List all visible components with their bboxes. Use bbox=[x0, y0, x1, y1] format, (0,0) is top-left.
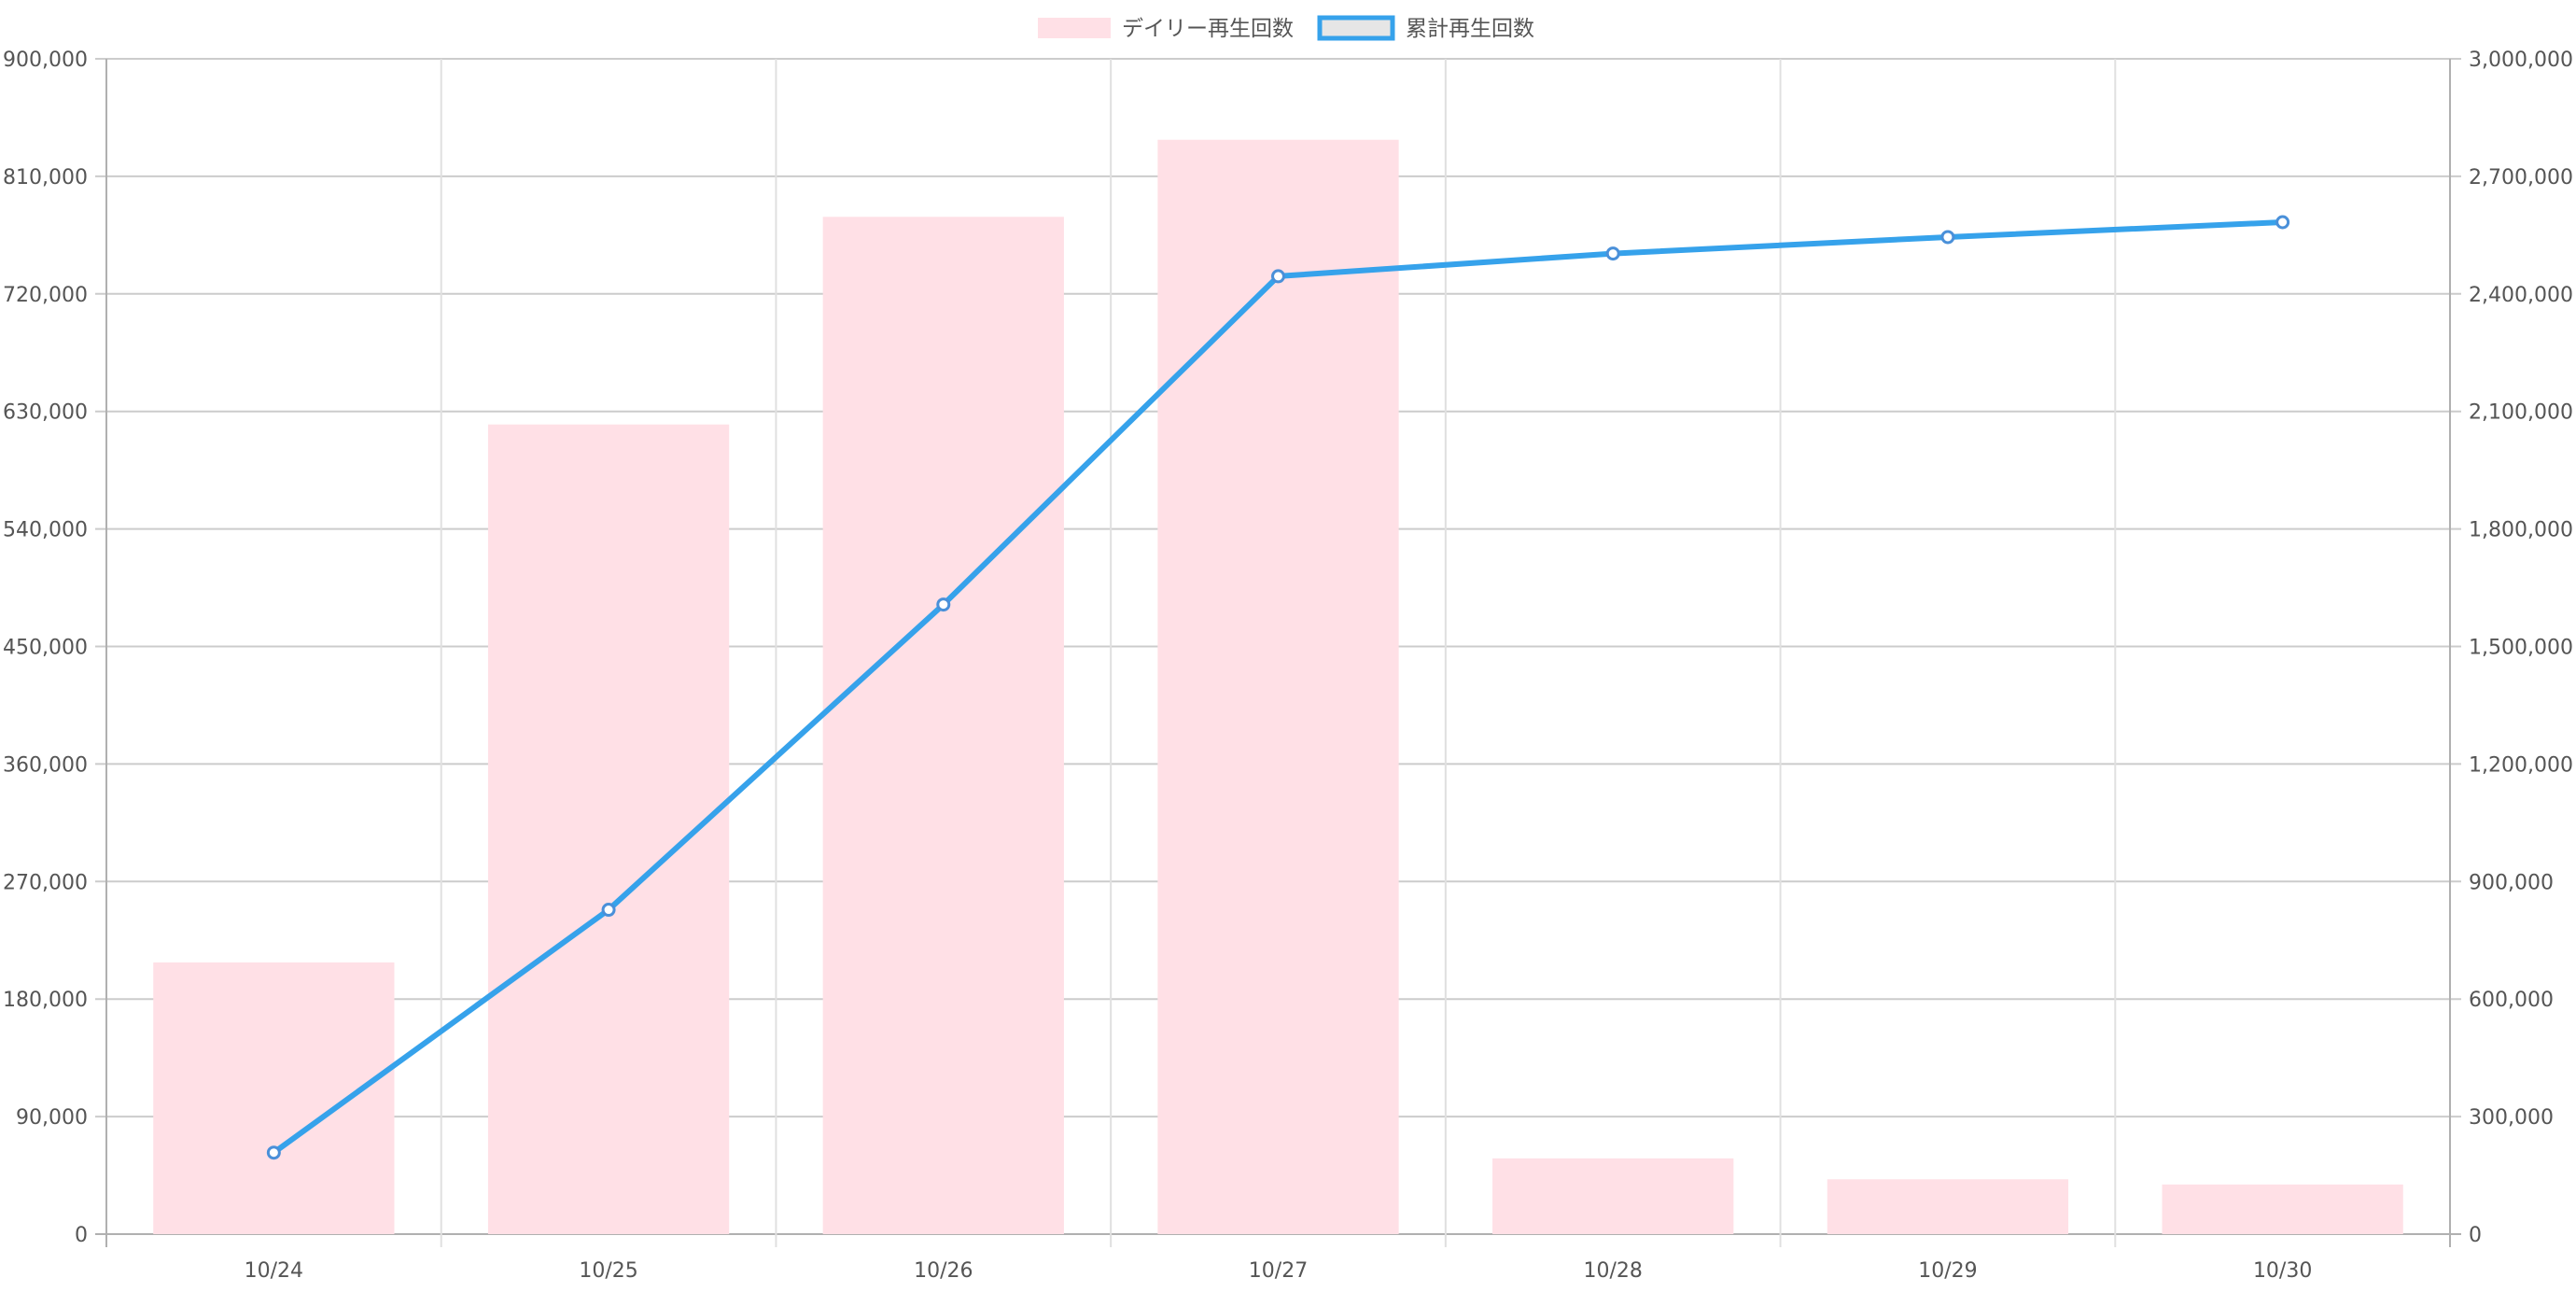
x-tick-label: 10/28 bbox=[1584, 1259, 1643, 1283]
y-left-tick-label: 450,000 bbox=[3, 637, 88, 660]
bar-10-27 bbox=[1157, 139, 1399, 1235]
y-right-tick-label: 600,000 bbox=[2469, 989, 2554, 1012]
y-left-tick-label: 180,000 bbox=[3, 989, 88, 1012]
axes: 900,000 810,000 720,000 630,000 540,000 450,0… bbox=[3, 49, 2573, 1283]
legend-label-daily[interactable]: デイリー再生回数 bbox=[1122, 17, 1294, 41]
line-point-10-29 bbox=[1940, 230, 1955, 245]
legend-swatch-daily[interactable] bbox=[1038, 18, 1111, 38]
bar-series bbox=[153, 139, 2403, 1235]
y-right-tick-label: 3,000,000 bbox=[2469, 49, 2573, 72]
bar-10-24 bbox=[153, 962, 395, 1234]
y-left-tick-label: 0 bbox=[75, 1224, 88, 1247]
bar-10-26 bbox=[822, 217, 1064, 1235]
x-tick-label: 10/26 bbox=[914, 1259, 973, 1283]
y-left-tick-label: 540,000 bbox=[3, 519, 88, 542]
bar-10-25 bbox=[487, 424, 730, 1234]
line-point-10-26 bbox=[936, 597, 951, 612]
x-tick-label: 10/29 bbox=[1918, 1259, 1977, 1283]
y-right-tick-label: 900,000 bbox=[2469, 871, 2554, 894]
line-series bbox=[266, 215, 2290, 1160]
line-point-10-28 bbox=[1605, 246, 1620, 261]
y-right-tick-label: 0 bbox=[2469, 1224, 2482, 1247]
legend-label-cumulative[interactable]: 累計再生回数 bbox=[1406, 17, 1534, 41]
y-left-tick-label: 360,000 bbox=[3, 753, 88, 777]
y-left-tick-label: 90,000 bbox=[16, 1106, 88, 1130]
bar-10-28 bbox=[1492, 1158, 1734, 1234]
y-right-tick-label: 1,500,000 bbox=[2469, 637, 2573, 660]
bar-10-30 bbox=[2162, 1184, 2403, 1234]
x-tick-label: 10/25 bbox=[579, 1259, 637, 1283]
legend: デイリー再生回数 累計再生回数 bbox=[1038, 15, 1534, 41]
x-tick-label: 10/30 bbox=[2253, 1259, 2312, 1283]
y-right-tick-label: 1,800,000 bbox=[2469, 519, 2573, 542]
y-left-tick-label: 900,000 bbox=[3, 49, 88, 72]
y-right-tick-label: 1,200,000 bbox=[2469, 753, 2573, 777]
legend-swatch-cumulative[interactable] bbox=[1317, 15, 1395, 41]
x-tick-label: 10/27 bbox=[1249, 1259, 1308, 1283]
y-left-tick-label: 630,000 bbox=[3, 401, 88, 425]
y-right-tick-label: 2,100,000 bbox=[2469, 401, 2573, 425]
y-left-tick-label: 810,000 bbox=[3, 166, 88, 190]
line-point-10-30 bbox=[2275, 215, 2290, 230]
y-left-tick-label: 270,000 bbox=[3, 871, 88, 894]
y-right-tick-label: 2,400,000 bbox=[2469, 284, 2573, 307]
y-right-tick-label: 300,000 bbox=[2469, 1106, 2554, 1130]
x-tick-label: 10/24 bbox=[245, 1259, 303, 1283]
y-right-tick-label: 2,700,000 bbox=[2469, 166, 2573, 190]
line-point-10-24 bbox=[266, 1145, 281, 1160]
line-point-10-27 bbox=[1271, 269, 1285, 284]
line-point-10-25 bbox=[601, 903, 616, 918]
y-left-tick-label: 720,000 bbox=[3, 284, 88, 307]
bar-10-29 bbox=[1827, 1179, 2069, 1234]
